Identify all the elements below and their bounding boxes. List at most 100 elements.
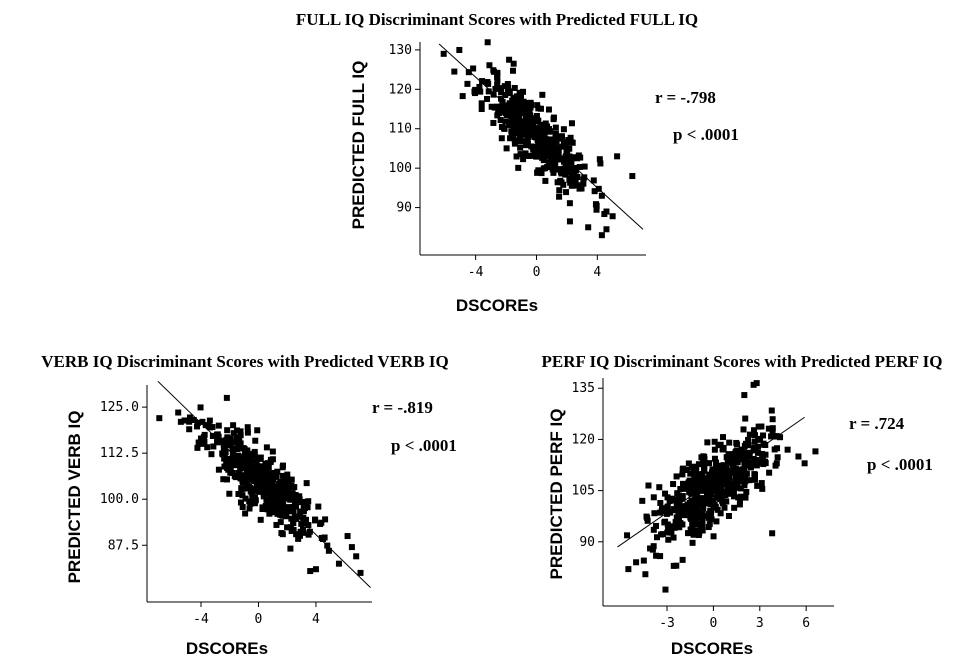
data-point [296,496,303,503]
data-point [706,521,713,528]
data-point [230,430,237,437]
data-point [534,169,541,176]
data-point [290,508,297,515]
data-point [560,126,567,133]
data-point [725,512,732,519]
data-point [264,497,271,504]
data-point [451,68,458,75]
data-point [507,135,514,142]
data-point [478,106,485,113]
data-point [566,218,573,225]
data-point [237,432,244,439]
data-point [518,101,525,108]
data-point [248,487,255,494]
data-point [765,425,772,432]
data-point [270,508,277,515]
data-point [510,111,517,118]
data-point [717,463,724,470]
data-point [498,89,505,96]
data-point [274,468,281,475]
data-point [741,482,748,489]
data-point [274,486,281,493]
data-point [715,472,722,479]
data-point [242,449,249,456]
data-point [706,499,713,506]
data-point [484,39,491,46]
data-point [562,163,569,170]
correlation-annotation: r = -.819 [372,398,433,417]
data-point [190,417,197,423]
chart-perf-iq: PERF IQ Discriminant Scores with Predict… [542,352,943,658]
data-point [271,469,278,476]
data-point [716,494,723,501]
data-point [295,535,302,542]
data-point [242,510,249,517]
data-point [575,152,582,159]
y-axis-label: PREDICTED FULL IQ [349,61,368,230]
data-point [232,462,239,469]
data-point [558,179,565,186]
data-point [268,493,275,500]
data-point [556,193,563,200]
data-point [653,522,660,529]
data-point [721,504,728,511]
y-tick-label: 90 [396,201,412,216]
data-point [642,571,649,578]
data-point [693,474,700,481]
data-point [244,429,251,436]
data-point [550,156,557,163]
data-point [715,442,722,449]
data-point [734,441,741,448]
data-point [301,505,308,512]
x-tick-label: 4 [593,265,601,280]
data-point [509,67,516,74]
data-point [694,502,701,509]
data-point [501,83,508,90]
data-point [513,153,520,160]
data-point [693,521,700,528]
data-point [277,487,284,494]
data-point [750,427,757,434]
data-point [720,446,727,453]
data-point [210,443,217,450]
data-point [235,469,242,476]
data-point [685,530,692,537]
y-tick-label: 100 [389,161,412,176]
chart-full-iq: FULL IQ Discriminant Scores with Predict… [296,10,739,315]
data-point [510,60,517,67]
data-point [669,495,676,502]
data-point [552,130,559,137]
data-point [697,482,704,489]
y-tick-label: 87.5 [108,538,139,553]
x-axis-label: DSCOREs [671,639,753,658]
data-point [766,469,773,476]
chart-verb-iq: VERB IQ Discriminant Scores with Predict… [41,352,457,658]
data-point [673,514,680,521]
data-point [274,510,281,517]
data-point [755,423,762,430]
data-point [250,473,257,480]
data-point [651,510,658,517]
data-point [595,185,602,192]
data-point [754,482,761,489]
data-point [687,470,694,477]
data-point [746,477,753,484]
data-point [585,224,592,231]
data-point [177,418,184,425]
data-point [297,528,304,535]
data-point [497,85,504,92]
data-point [490,119,497,126]
data-point [194,444,201,451]
data-point [541,149,548,156]
data-point [280,490,287,497]
data-point [247,476,254,483]
data-point [518,108,525,115]
data-point [511,105,518,112]
data-point [566,145,573,152]
data-point [517,95,524,102]
data-point [223,394,230,401]
data-point [688,516,695,523]
data-point [273,521,280,528]
data-point [520,156,527,163]
data-point [555,151,562,158]
